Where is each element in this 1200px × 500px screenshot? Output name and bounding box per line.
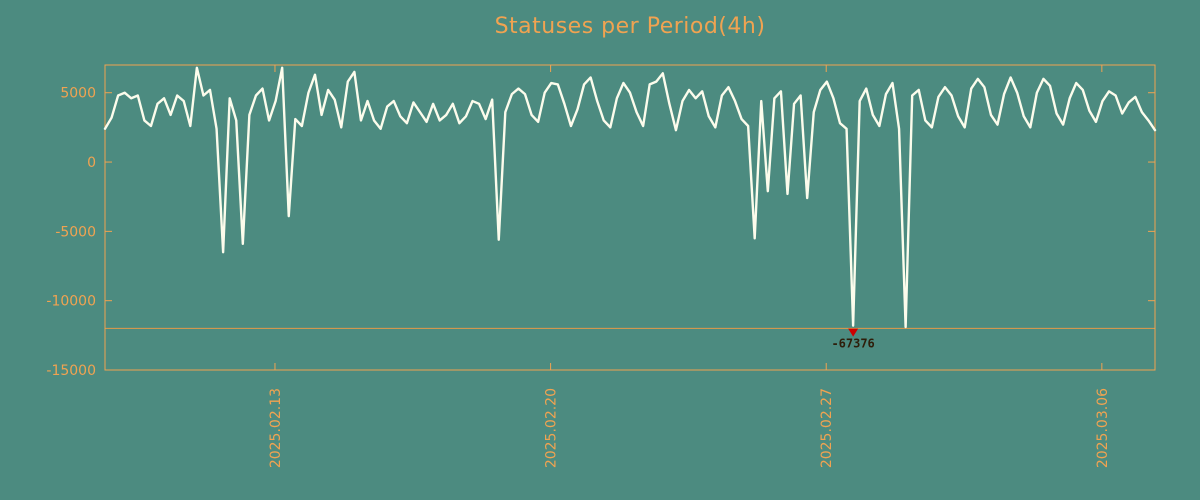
min-value-label: -67376 <box>831 337 874 351</box>
x-axis-tick-label: 2025.02.20 <box>544 388 560 468</box>
x-axis-tick-label: 2025.03.06 <box>1095 388 1111 468</box>
min-marker-icon <box>848 328 859 337</box>
y-axis-tick-label: 5000 <box>60 86 96 102</box>
plot-border <box>104 64 1156 371</box>
chart-title: Statuses per Period(4h) <box>494 14 766 39</box>
y-axis-tick-label: -10000 <box>46 294 96 310</box>
y-axis-tick-label: -15000 <box>46 363 96 379</box>
y-axis-tick-label: -5000 <box>55 224 96 240</box>
y-axis-tick-label: 0 <box>87 155 96 171</box>
x-axis-tick-label: 2025.02.13 <box>268 388 284 468</box>
x-axis-tick-label: 2025.02.27 <box>819 388 835 468</box>
series-line <box>103 66 1157 329</box>
